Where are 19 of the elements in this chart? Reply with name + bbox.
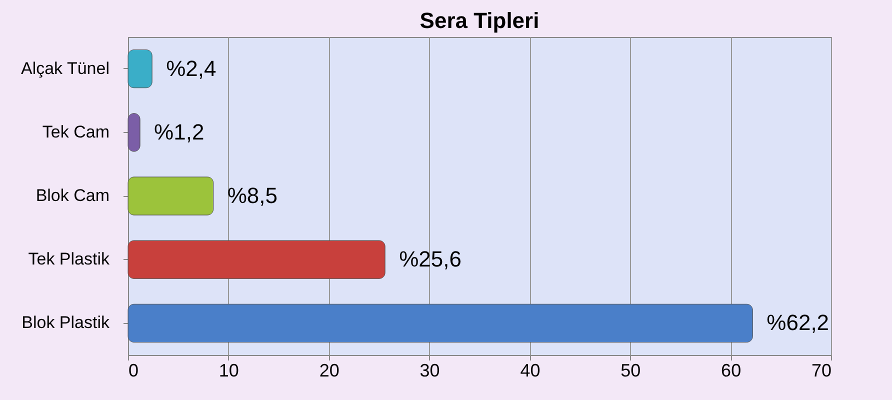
x-tick-label: 60: [721, 360, 742, 380]
data-label: %62,2: [766, 310, 830, 336]
data-label: %8,5: [227, 183, 278, 208]
y-tick-label: Tek Plastik: [28, 250, 110, 269]
y-tick-label: Blok Plastik: [22, 313, 110, 332]
data-label: %25,6: [399, 246, 462, 272]
data-label: %2,4: [166, 56, 216, 81]
y-tick-label: Alçak Tünel: [20, 58, 110, 78]
x-tick-label: 30: [420, 360, 440, 380]
x-tick-label: 40: [520, 360, 540, 380]
x-tick-label: 70: [811, 360, 832, 380]
data-label: %1,2: [154, 119, 204, 144]
y-tick-label: Blok Cam: [36, 186, 110, 205]
chart-title: Sera Tipleri: [420, 8, 540, 33]
x-tick-label: 10: [218, 360, 239, 380]
x-tick-label: 50: [620, 360, 641, 380]
x-tick-label: 0: [128, 360, 139, 380]
x-tick-label: 20: [319, 360, 340, 380]
y-tick-label: Tek Cam: [42, 122, 110, 142]
